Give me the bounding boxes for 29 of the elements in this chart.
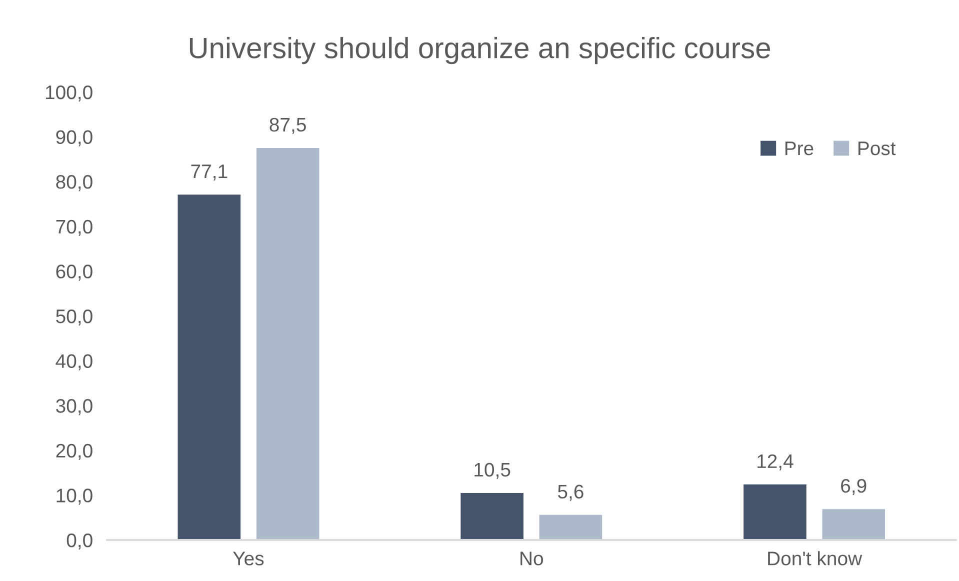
bar <box>460 492 524 540</box>
chart-title: University should organize an specific course <box>190 36 770 64</box>
data-label: 5,6 <box>558 484 584 501</box>
y-tick-label: 80,0 <box>56 175 92 192</box>
y-tick-label: 40,0 <box>56 354 92 370</box>
y-tick-label: 70,0 <box>56 220 92 236</box>
y-tick-label: 20,0 <box>56 444 92 460</box>
data-label: 6,9 <box>841 478 866 496</box>
bar <box>539 514 602 540</box>
bar <box>178 194 241 540</box>
y-tick-label: 60,0 <box>56 264 92 281</box>
x-tick-label: Yes <box>233 552 264 566</box>
legend-label: Post <box>858 142 896 156</box>
y-tick-label: 50,0 <box>56 309 92 326</box>
data-label: 87,5 <box>270 118 306 134</box>
bar <box>744 484 806 540</box>
bar <box>256 148 320 540</box>
y-tick-label: 30,0 <box>56 399 92 416</box>
x-tick-label: Don't know <box>768 551 862 566</box>
bar <box>822 509 886 540</box>
x-tick-label: No <box>520 552 543 566</box>
data-label: 77,1 <box>191 164 228 181</box>
legend-label: Pre <box>785 142 814 156</box>
data-label: 10,5 <box>474 462 510 479</box>
y-tick-label: 90,0 <box>56 130 92 146</box>
y-tick-label: 10,0 <box>56 488 92 505</box>
data-label: 12,4 <box>758 454 794 470</box>
y-tick-label: 0,0 <box>66 533 92 550</box>
y-tick-label: 100,0 <box>46 85 92 102</box>
